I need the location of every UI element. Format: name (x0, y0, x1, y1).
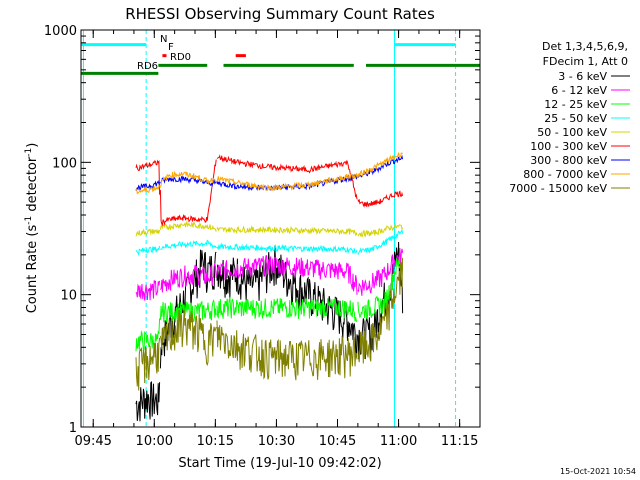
legend-label-2: 12 - 25 keV (544, 98, 607, 111)
series-line-4 (135, 220, 404, 238)
x-axis: 09:45 10:00 10:15 10:30 10:45 11:00 11:15 (74, 30, 481, 449)
legend-label-7: 800 - 7000 keV (523, 168, 607, 181)
series-line-6 (135, 154, 404, 193)
series-line-8 (135, 257, 404, 391)
y-axis-label-sup1: -1 (24, 216, 34, 225)
flag-label-rd0: RD0 (170, 52, 191, 63)
legend: Det 1,3,4,5,6,9, FDecim 1, Att 0 3 - 6 k… (509, 40, 630, 195)
series-line-5 (135, 154, 404, 227)
y-axis-label-end: ) (25, 143, 40, 148)
flag-label-f: F (168, 42, 174, 53)
legend-label-3: 25 - 50 keV (544, 112, 607, 125)
flag-label-rd6: RD6 (137, 61, 158, 72)
legend-header-line-1: Det 1,3,4,5,6,9, (542, 40, 628, 53)
legend-label-0: 3 - 6 keV (558, 70, 607, 83)
x-tick-label-3: 10:30 (258, 434, 295, 449)
y-axis-label-mid: detector (25, 156, 40, 216)
plot-frame (80, 29, 481, 428)
x-tick-label-4: 10:45 (319, 434, 356, 449)
series-line-3 (135, 228, 404, 256)
flag-label-n: N (160, 34, 167, 45)
x-tick-label-2: 10:15 (197, 434, 234, 449)
legend-label-5: 100 - 300 keV (530, 140, 607, 153)
y-axis: 1 10 100 1000 (44, 24, 480, 436)
legend-label-4: 50 - 100 keV (537, 126, 607, 139)
footer-timestamp: 15-Oct-2021 10:54 (560, 467, 636, 476)
chart-title: RHESSI Observing Summary Count Rates (125, 5, 435, 23)
legend-label-6: 300 - 800 keV (530, 154, 607, 167)
y-axis-label-main: Count Rate (s (25, 225, 40, 314)
series-line-7 (135, 152, 403, 195)
legend-label-1: 6 - 12 keV (551, 84, 607, 97)
y-tick-label-2: 100 (52, 156, 77, 171)
y-tick-label-1: 10 (60, 289, 77, 304)
x-tick-label-0: 09:45 (74, 434, 111, 449)
series-line-1 (135, 248, 404, 301)
legend-header-line-2: FDecim 1, Att 0 (543, 55, 628, 68)
y-axis-label-sup2: -1 (24, 148, 34, 157)
y-axis-label: Count Rate (s-1 detector-1) (24, 143, 40, 314)
y-tick-label-3: 1000 (44, 24, 77, 39)
x-axis-label: Start Time (19-Jul-10 09:42:02) (178, 456, 381, 471)
x-tick-label-6: 11:15 (441, 434, 478, 449)
x-tick-label-5: 11:00 (380, 434, 417, 449)
legend-label-8: 7000 - 15000 keV (509, 182, 607, 195)
series-line-2 (135, 258, 404, 352)
y-tick-label-0: 1 (69, 421, 77, 436)
x-tick-label-1: 10:00 (136, 434, 173, 449)
